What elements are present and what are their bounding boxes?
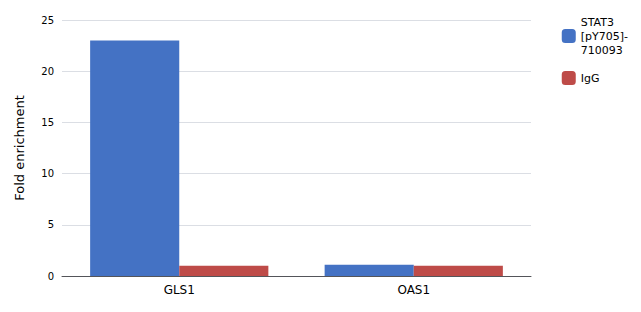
svg-text:IgG: IgG — [581, 72, 600, 85]
svg-text:5: 5 — [48, 219, 54, 230]
svg-text:10: 10 — [41, 168, 54, 179]
svg-text:STAT3: STAT3 — [581, 16, 614, 29]
svg-text:15: 15 — [41, 117, 54, 128]
svg-text:20: 20 — [41, 66, 54, 77]
svg-text:0: 0 — [48, 271, 54, 282]
svg-text:710093: 710093 — [581, 44, 623, 57]
svg-text:Fold enrichment: Fold enrichment — [12, 95, 27, 201]
svg-text:OAS1: OAS1 — [397, 283, 430, 297]
svg-text:25: 25 — [41, 15, 54, 26]
svg-text:[pY705]-: [pY705]- — [581, 30, 628, 43]
svg-text:GLS1: GLS1 — [164, 283, 195, 297]
